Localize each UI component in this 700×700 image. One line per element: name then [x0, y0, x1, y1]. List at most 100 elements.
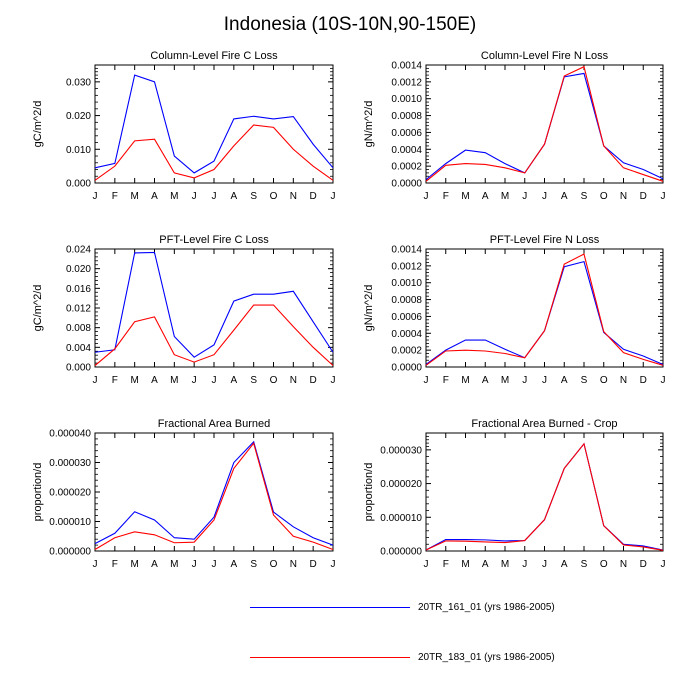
y-tick-label: 0.020: [66, 111, 91, 122]
x-tick-label: F: [443, 191, 449, 202]
series-line-0: [425, 260, 664, 365]
x-tick-label: F: [112, 375, 118, 386]
x-tick-label: J: [93, 191, 98, 202]
x-tick-label: O: [270, 559, 278, 570]
series-line-1: [94, 304, 334, 366]
y-tick-label: 0.0012: [391, 261, 422, 272]
chart-title: Fractional Area Burned: [158, 418, 271, 430]
y-tick-label: 0.0008: [391, 295, 422, 306]
x-tick-label: M: [170, 191, 178, 202]
x-tick-label: M: [501, 375, 509, 386]
series-line-0: [94, 74, 334, 174]
x-tick-label: A: [230, 191, 237, 202]
x-tick-label: J: [661, 375, 666, 386]
chart-panel-4: Fractional Area Burned proportion/d J F M A M J…: [32, 418, 336, 570]
x-tick-label: J: [522, 375, 527, 386]
x-tick-label: S: [250, 191, 257, 202]
chart-panel-2: PFT-Level Fire C Loss gC/m^2/d J F M A M J J A S O N…: [32, 234, 336, 386]
y-tick-label: 0.030: [66, 77, 91, 88]
plot-frame: [94, 64, 334, 184]
x-tick-label: J: [192, 191, 197, 202]
x-tick-label: D: [310, 559, 317, 570]
chart-title: PFT-Level Fire N Loss: [490, 234, 600, 246]
x-tick-label: S: [581, 375, 588, 386]
y-tick-label: 0.0006: [391, 128, 422, 139]
x-tick-label: J: [93, 375, 98, 386]
x-tick-label: J: [424, 375, 429, 386]
x-tick-label: O: [270, 375, 278, 386]
y-tick-label: 0.000: [66, 179, 91, 190]
y-tick-label: 0.0014: [391, 245, 422, 256]
y-tick-label: 0.020: [66, 264, 91, 275]
x-tick-label: N: [620, 191, 627, 202]
y-tick-label: 0.000030: [380, 445, 422, 456]
series-line-0: [425, 442, 664, 551]
y-tick-label: 0.0000: [391, 179, 422, 190]
y-tick-label: 0.0010: [391, 278, 422, 289]
y-tick-label: 0.0000: [391, 363, 422, 374]
x-tick-label: A: [561, 559, 568, 570]
y-tick-label: 0.0002: [391, 346, 422, 357]
y-tick-label: 0.004: [66, 343, 91, 354]
x-tick-label: M: [170, 375, 178, 386]
series-line-0: [94, 251, 334, 358]
chart-title: Column-Level Fire C Loss: [150, 50, 278, 62]
legend-line-161: [250, 606, 410, 608]
legend: 20TR_161_01 (yrs 1986-2005) 20TR_183_01 …: [250, 596, 690, 676]
chart-panel-0: Column-Level Fire C Loss gC/m^2/d J F M A M J J A…: [32, 50, 336, 202]
x-tick-label: O: [600, 191, 608, 202]
y-tick-label: 0.0010: [391, 94, 422, 105]
x-tick-label: M: [170, 559, 178, 570]
x-tick-label: J: [331, 559, 336, 570]
chart-panel-5: Fractional Area Burned - Crop proportion/…: [363, 418, 666, 570]
y-tick-label: 0.0004: [391, 145, 422, 156]
x-tick-label: A: [482, 191, 489, 202]
y-tick-label: 0.0012: [391, 77, 422, 88]
x-tick-label: A: [230, 559, 237, 570]
chart-title: Fractional Area Burned - Crop: [471, 418, 617, 430]
y-axis-label: gN/m^2/d: [363, 285, 375, 332]
x-tick-label: J: [212, 191, 217, 202]
x-tick-label: J: [424, 559, 429, 570]
y-tick-label: 0.008: [66, 323, 91, 334]
x-tick-label: J: [522, 559, 527, 570]
x-tick-label: J: [331, 191, 336, 202]
x-tick-label: N: [620, 375, 627, 386]
x-tick-label: A: [561, 191, 568, 202]
x-tick-label: D: [310, 375, 317, 386]
x-tick-label: S: [250, 375, 257, 386]
x-tick-label: J: [542, 191, 547, 202]
legend-label-183: 20TR_183_01 (yrs 1986-2005): [418, 651, 555, 663]
x-tick-label: S: [250, 559, 257, 570]
x-tick-label: O: [270, 191, 278, 202]
x-tick-label: M: [461, 559, 469, 570]
legend-line-183: [250, 656, 410, 658]
figure-title: Indonesia (10S-10N,90-150E): [223, 14, 477, 35]
x-tick-label: N: [290, 375, 297, 386]
y-axis-label: gN/m^2/d: [363, 101, 375, 148]
y-tick-label: 0.000000: [49, 547, 91, 558]
y-tick-label: 0.0002: [391, 162, 422, 173]
x-tick-label: J: [522, 191, 527, 202]
x-tick-label: D: [640, 375, 647, 386]
x-tick-label: M: [501, 559, 509, 570]
x-tick-label: M: [130, 191, 138, 202]
x-tick-label: N: [620, 559, 627, 570]
x-tick-label: M: [461, 191, 469, 202]
x-tick-label: J: [331, 375, 336, 386]
y-tick-label: 0.0014: [391, 61, 422, 72]
y-tick-label: 0.000010: [49, 517, 91, 528]
series-line-1: [425, 442, 664, 551]
x-tick-label: M: [130, 559, 138, 570]
y-tick-label: 0.000030: [49, 458, 91, 469]
x-tick-label: M: [461, 375, 469, 386]
legend-label-161: 20TR_161_01 (yrs 1986-2005): [418, 601, 555, 613]
series-line-1: [425, 65, 664, 182]
series-line-1: [94, 442, 334, 551]
chart-panel-3: PFT-Level Fire N Loss gN/m^2/d J F M A M J J A S O N…: [363, 234, 666, 386]
x-tick-label: F: [443, 559, 449, 570]
y-axis-label: gC/m^2/d: [32, 285, 44, 332]
x-tick-label: F: [112, 559, 118, 570]
x-tick-label: J: [661, 559, 666, 570]
